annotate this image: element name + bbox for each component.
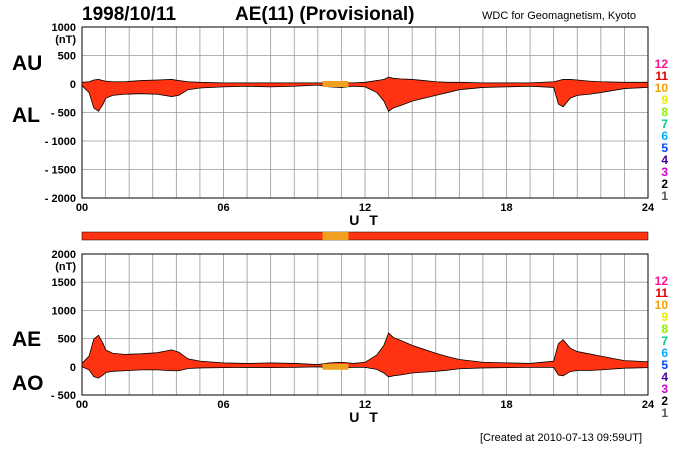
station-count-legend-item: 10	[655, 298, 669, 312]
station-count-legend-item: 3	[661, 382, 668, 396]
y-tick-label: - 1500	[45, 165, 76, 177]
au-side-label: AU	[12, 52, 43, 75]
x-tick-label: 24	[642, 399, 655, 411]
y-tick-label: 1500	[52, 277, 76, 289]
station-count-legend-item: 12	[655, 57, 669, 71]
station-count-legend-item: 5	[661, 141, 668, 155]
ae-side-label: AE	[12, 328, 42, 351]
organization-label: WDC for Geomagnetism, Kyoto	[482, 10, 637, 22]
station-count-legend-item: 3	[661, 165, 668, 179]
station-count-legend-item: 2	[661, 177, 668, 191]
station-count-legend-item: 11	[655, 286, 668, 300]
station-count-legend-item: 1	[661, 189, 668, 203]
x-tick-label: 18	[500, 399, 512, 411]
station-count-legend-item: 7	[661, 334, 668, 348]
chart-title: AE(11) (Provisional)	[235, 4, 415, 25]
x-tick-label: 24	[642, 202, 655, 214]
x-axis-label: U T	[349, 212, 381, 228]
station-count-legend-item: 6	[661, 129, 668, 143]
station-count-legend-item: 7	[661, 117, 668, 131]
x-tick-label: 12	[359, 202, 371, 214]
station-count-legend-item: 8	[661, 105, 668, 119]
station-count-legend-item: 10	[655, 81, 669, 95]
y-tick-label: 1000	[52, 22, 76, 34]
x-tick-label: 18	[500, 202, 512, 214]
al-side-label: AL	[12, 104, 40, 127]
y-tick-label: 1000	[52, 305, 76, 317]
station-count-legend-item: 12	[655, 274, 669, 288]
x-tick-label: 12	[359, 399, 371, 411]
x-tick-label: 06	[217, 399, 229, 411]
y-tick-label: 0	[70, 362, 76, 374]
station-count-legend-item: 8	[661, 322, 668, 336]
y-tick-label: 500	[58, 51, 76, 63]
y-unit-label: (nT)	[55, 261, 76, 273]
y-tick-label: 500	[58, 334, 76, 346]
y-tick-label: - 500	[51, 390, 76, 402]
station-count-legend-item: 6	[661, 346, 668, 360]
data-status-bar	[81, 231, 649, 241]
station-count-legend-item: 9	[661, 310, 668, 324]
au-al-area	[81, 76, 649, 112]
y-unit-label: (nT)	[55, 34, 76, 46]
ao-side-label: AO	[12, 372, 44, 395]
plot-frame	[81, 26, 649, 199]
station-count-legend-item: 4	[661, 153, 668, 167]
x-tick-label: 06	[217, 202, 229, 214]
y-tick-label: 0	[70, 79, 76, 91]
x-axis-label: U T	[349, 409, 381, 425]
x-tick-label: 00	[76, 202, 88, 214]
created-timestamp: [Created at 2010-07-13 09:59UT]	[480, 432, 643, 444]
plot-frame	[81, 253, 649, 396]
provisional-segment	[322, 363, 349, 370]
data-status-segment	[322, 232, 349, 240]
ae-ao-area	[81, 332, 649, 379]
y-tick-label: - 1000	[45, 136, 76, 148]
y-tick-label: - 2000	[45, 193, 76, 205]
station-count-legend-item: 2	[661, 394, 668, 408]
x-tick-label: 00	[76, 399, 88, 411]
station-count-legend-item: 5	[661, 358, 668, 372]
station-count-legend-item: 1	[661, 406, 668, 420]
station-count-legend-item: 11	[655, 69, 668, 83]
y-tick-label: - 500	[51, 108, 76, 120]
station-count-legend-item: 4	[661, 370, 668, 384]
y-tick-label: 2000	[52, 249, 76, 261]
provisional-segment	[322, 81, 349, 87]
chart-date: 1998/10/11	[82, 4, 177, 25]
station-count-legend-item: 9	[661, 93, 668, 107]
